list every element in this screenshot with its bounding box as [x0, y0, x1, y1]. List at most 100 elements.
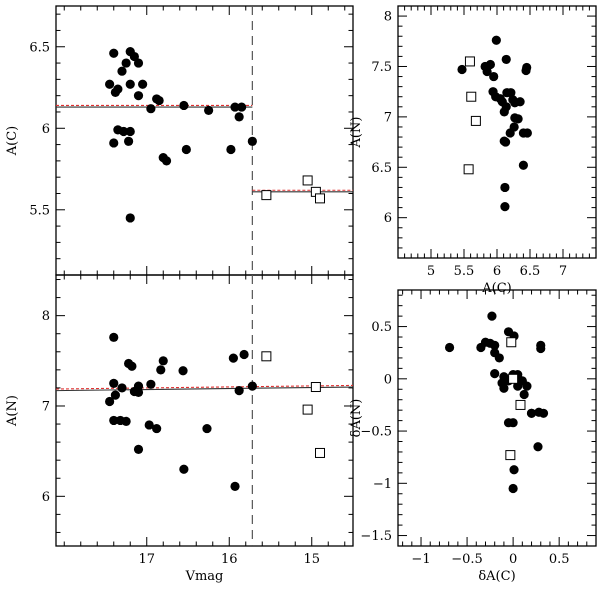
filled-circle-point [500, 182, 510, 193]
filled-circle-point [178, 366, 188, 376]
y-tick-label: 0 [384, 372, 392, 387]
open-square-point [261, 190, 272, 201]
filled-circle-point [161, 156, 172, 166]
filled-circle-point [476, 342, 486, 353]
x-tick-label: −1 [411, 552, 430, 567]
filled-circle-point [508, 418, 518, 428]
filled-circle-point [156, 365, 166, 375]
filled-circle-point [536, 343, 546, 354]
filled-circle-point [181, 144, 191, 155]
x-tick-label: 7 [559, 264, 567, 279]
filled-circle-point [457, 64, 467, 75]
filled-circle-point [509, 465, 519, 475]
open-square-point [505, 450, 516, 461]
filled-circle-point [513, 381, 523, 391]
x-tick-label: 17 [138, 552, 155, 567]
open-square-point [508, 373, 519, 384]
filled-circle-point [125, 79, 135, 89]
panel-top-left: 5.5 6 6.5 A(C) [5, 5, 354, 276]
filled-circle-point [239, 349, 249, 360]
y-tick-label: −1 [373, 477, 392, 492]
filled-circle-point [522, 128, 532, 138]
filled-circle-point [204, 105, 214, 115]
filled-circle-point [491, 35, 501, 45]
filled-circle-point [506, 88, 516, 98]
filled-circle-point [490, 368, 500, 379]
filled-circle-point [500, 137, 511, 147]
filled-circle-point [117, 383, 127, 393]
y-tick-label: 6.5 [371, 161, 392, 176]
filled-circle-point [152, 423, 162, 434]
filled-circle-point [133, 91, 144, 101]
x-axis-label: δA(C) [478, 569, 515, 584]
x-tick-label: 5.5 [454, 264, 475, 279]
plot-frame [55, 274, 354, 547]
open-square-point [464, 56, 475, 67]
y-tick-label: 0.5 [371, 320, 392, 335]
plot-frame [397, 289, 597, 547]
filled-circle-point [230, 102, 240, 112]
x-tick-label: 0.5 [549, 552, 570, 567]
filled-circle-point [500, 201, 510, 212]
open-square-point [302, 175, 313, 186]
x-tick-label: 15 [303, 552, 320, 567]
filled-circle-point [133, 444, 144, 454]
x-tick-label: 6.5 [520, 264, 541, 279]
filled-circle-point [105, 79, 115, 89]
plot-frame [55, 5, 354, 276]
filled-circle-point [247, 381, 257, 391]
panel-bottom-right: −1 −0.5 0 0.5 −1.5 −1 −0.5 0 0.5 δA(C) δA(N) [349, 289, 597, 584]
filled-circle-point [485, 59, 495, 70]
filled-circle-point [234, 112, 244, 122]
filled-circle-point [533, 442, 543, 452]
y-axis-label: A(N) [5, 395, 20, 427]
filled-circle-point [226, 144, 236, 155]
filled-circle-point [124, 136, 134, 146]
y-tick-label: 8 [384, 10, 392, 25]
x-axis-label: Vmag [185, 569, 224, 584]
y-tick-label: 6.5 [29, 40, 50, 55]
filled-circle-point [490, 340, 500, 350]
y-tick-label: 6 [42, 490, 50, 505]
filled-circle-point [494, 353, 504, 363]
y-axis-label: A(N) [349, 117, 364, 149]
filled-circle-point [519, 389, 529, 400]
filled-circle-point [133, 58, 144, 68]
filled-circle-point [109, 415, 119, 426]
panel-top-right: 5 5.5 6 6.5 766.577.58A(C)A(N) [349, 5, 597, 296]
filled-circle-point [121, 58, 131, 68]
filled-circle-point [117, 66, 127, 76]
filled-circle-point [505, 128, 515, 138]
y-tick-label: 5.5 [29, 203, 50, 218]
filled-circle-point [110, 390, 120, 400]
filled-circle-point [444, 342, 455, 353]
y-tick-label: 7 [384, 110, 392, 125]
filled-circle-point [508, 483, 518, 494]
y-tick-label: −0.5 [360, 425, 392, 440]
panel-bottom-left: 17 16 15 6 7 8 Vmag A(N) [5, 274, 354, 584]
filled-circle-point [109, 138, 119, 148]
mean-line-red [55, 384, 354, 390]
filled-circle-point [125, 126, 135, 137]
filled-circle-point [146, 379, 156, 389]
filled-circle-point [179, 100, 189, 111]
filled-circle-point [179, 464, 189, 474]
filled-circle-point [109, 378, 119, 388]
filled-circle-point [119, 126, 129, 137]
x-tick-label: 16 [221, 552, 238, 567]
filled-circle-point [125, 213, 135, 223]
filled-circle-point [499, 107, 509, 117]
open-square-point [515, 399, 526, 410]
filled-circle-point [482, 66, 492, 77]
filled-circle-point [202, 423, 212, 434]
filled-circle-point [487, 311, 497, 321]
filled-circle-point [109, 48, 119, 58]
filled-circle-point [228, 353, 238, 363]
y-tick-label: 7 [42, 399, 50, 414]
filled-circle-point [144, 420, 154, 430]
open-square-point [463, 164, 474, 175]
open-square-point [470, 115, 481, 126]
filled-circle-point [109, 332, 119, 342]
open-square-point [261, 351, 272, 362]
